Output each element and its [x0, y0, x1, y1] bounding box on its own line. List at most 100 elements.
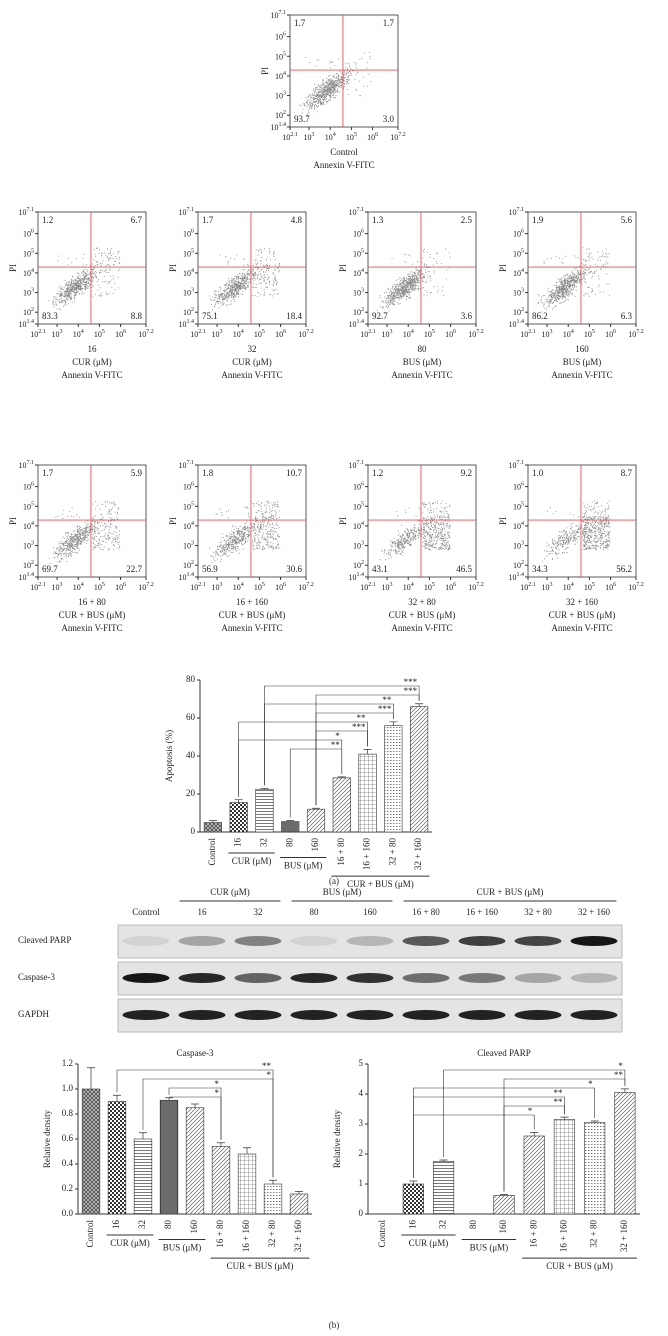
- x-tick-label-exp: 7.2: [146, 329, 154, 335]
- error-bar: [530, 1132, 539, 1136]
- x-tick-label-base: 10: [254, 583, 262, 592]
- significance-label: *: [528, 1106, 533, 1116]
- y-tick-label: 107.1: [19, 460, 35, 469]
- x-tick-label-base: 10: [468, 583, 476, 592]
- caption: Annexin V-FITC: [391, 623, 452, 633]
- significance-label: **: [614, 1070, 624, 1080]
- y-tick-label-exp: 3: [31, 541, 34, 547]
- bar: [432, 1161, 455, 1215]
- x-tick-label-base: 10: [138, 583, 146, 592]
- bar: [107, 1101, 127, 1215]
- caption: Control: [330, 147, 358, 157]
- lane-label: Control: [132, 907, 160, 917]
- x-tick-label-exp: 3: [220, 582, 223, 588]
- x-tick-label: 80: [284, 838, 294, 848]
- events: [379, 500, 451, 560]
- y-tick-label: 102: [275, 111, 286, 120]
- quadrant-percent: 10.7: [286, 468, 302, 478]
- y-axis-label: PI: [338, 264, 348, 272]
- y-tick-label: 106: [353, 229, 364, 238]
- lane-label: 16 + 80: [412, 907, 440, 917]
- quadrant-percent: 86.2: [532, 311, 548, 321]
- error-bar: [217, 1142, 225, 1147]
- y-tick-label: 105: [275, 52, 286, 61]
- x-tick-label-exp: 2.1: [290, 132, 298, 138]
- y-tick-label-base: 10: [23, 522, 31, 531]
- y-tick-label-base: 10: [183, 269, 191, 278]
- y-axis-label: Apoptosis (%): [164, 730, 174, 782]
- x-tick-label-exp: 2.1: [198, 329, 206, 335]
- x-tick-label-exp: 5: [262, 329, 265, 335]
- error-bar: [620, 1088, 629, 1093]
- y-tick-label: 104: [353, 268, 364, 277]
- y-tick-label: 106: [23, 482, 34, 491]
- y-tick-label: 102: [183, 561, 194, 570]
- y-tick-label-exp: 7.1: [187, 207, 195, 213]
- x-tick-label-exp: 6: [613, 582, 616, 588]
- y-tick-label-base: 10: [271, 123, 279, 132]
- y-tick-label-base: 10: [275, 32, 283, 41]
- x-tick-label-base: 10: [628, 330, 636, 339]
- plot-frame: [527, 464, 637, 578]
- y-tick-label-exp: 5: [361, 502, 364, 508]
- error-bar: [409, 1180, 418, 1184]
- panel-label: (b): [329, 1320, 340, 1330]
- x-tick-label-base: 10: [30, 330, 38, 339]
- y-tick-label-exp: 7.1: [517, 460, 525, 466]
- quadrant-percent: 8.8: [131, 311, 143, 321]
- bar: [306, 808, 326, 833]
- y-tick-label-base: 10: [353, 269, 361, 278]
- x-tick-label-exp: 5: [102, 329, 105, 335]
- caption: Annexin V-FITC: [221, 370, 282, 380]
- y-tick-label-base: 10: [23, 229, 31, 238]
- x-tick-label-exp: 2.1: [38, 582, 46, 588]
- y-tick-label-exp: 4: [283, 71, 286, 77]
- significance-label: *: [588, 1079, 593, 1089]
- y-tick-label: 101.4: [509, 319, 525, 328]
- y-tick-label-exp: 5: [521, 249, 524, 255]
- y-tick-label-base: 10: [183, 482, 191, 491]
- x-tick-label-base: 10: [542, 583, 550, 592]
- error-bar: [415, 703, 424, 707]
- y-tick-label-exp: 3: [191, 288, 194, 294]
- y-tick-label: 4: [359, 1088, 364, 1098]
- x-tick-label-exp: 3: [390, 329, 393, 335]
- x-tick-label: 102.1: [282, 132, 298, 141]
- x-tick-label: 104: [73, 582, 84, 591]
- x-tick-label-base: 10: [94, 583, 102, 592]
- y-tick-label: 104: [23, 268, 34, 277]
- x-tick-label-exp: 2.1: [368, 582, 376, 588]
- y-tick-label-exp: 4: [521, 268, 524, 274]
- y-tick-label: 102: [23, 561, 34, 570]
- x-tick-label: 32 + 80: [267, 1220, 277, 1248]
- x-tick-label-base: 10: [403, 330, 411, 339]
- lane-label: 16 + 160: [466, 907, 499, 917]
- x-tick-label: 106: [275, 329, 286, 338]
- x-tick-label-base: 10: [367, 133, 375, 142]
- x-tick-label: 107.2: [468, 582, 484, 591]
- y-tick-label: 106: [275, 32, 286, 41]
- y-tick-label: 20: [186, 788, 196, 798]
- y-tick-label: 107.1: [19, 207, 35, 216]
- caption: 16 + 160: [236, 597, 269, 607]
- y-tick-label-base: 10: [513, 502, 521, 511]
- x-tick-label-exp: 6: [123, 329, 126, 335]
- x-tick-label-exp: 7.2: [476, 582, 484, 588]
- band: [234, 936, 282, 946]
- x-tick-label-base: 10: [275, 330, 283, 339]
- y-tick-label-base: 10: [23, 561, 31, 570]
- y-tick-label-exp: 2: [283, 111, 286, 117]
- y-tick-label: 105: [183, 249, 194, 258]
- y-tick-label-exp: 6: [521, 482, 524, 488]
- y-tick-label-base: 10: [353, 482, 361, 491]
- x-tick-label-base: 10: [233, 330, 241, 339]
- bar: [263, 1183, 283, 1215]
- x-tick-label: 107.2: [138, 329, 154, 338]
- error-bar: [269, 1179, 277, 1184]
- y-tick-label-exp: 5: [361, 249, 364, 255]
- plot-frame: [197, 211, 307, 325]
- x-tick-label: 102.1: [520, 582, 536, 591]
- x-tick-label: 160: [498, 1220, 508, 1234]
- caption: 16 + 80: [78, 597, 106, 607]
- caption: Annexin V-FITC: [313, 160, 374, 170]
